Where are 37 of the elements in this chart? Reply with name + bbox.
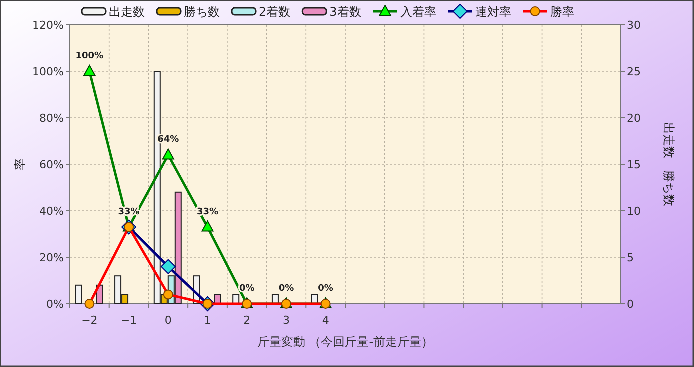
- data-label: 0%: [239, 284, 255, 294]
- y-tick-label: 0%: [46, 298, 64, 311]
- x-tick-label: 1: [204, 314, 212, 327]
- y-tick-label: 20%: [40, 252, 64, 264]
- y2-tick-label: 10: [627, 205, 641, 218]
- legend-label: 出走数: [109, 5, 145, 19]
- y-tick-label: 80%: [40, 112, 64, 125]
- y-tick-label: 40%: [40, 205, 64, 218]
- bar: [75, 284, 82, 304]
- legend-label: 勝ち数: [184, 5, 220, 19]
- y2-tick-label: 5: [627, 252, 634, 264]
- y2-tick-label: 15: [627, 158, 641, 172]
- x-tick-label: 2: [244, 314, 251, 327]
- legend-label: 入着率: [400, 5, 436, 19]
- point: [160, 259, 176, 274]
- legend-label: 2着数: [259, 5, 291, 19]
- y-tick-label: 100%: [32, 66, 64, 78]
- y2-axis-title: 出走数 勝ち数: [662, 122, 676, 206]
- x-tick-label: −2: [82, 314, 98, 327]
- y2-tick-label: 30: [627, 19, 641, 32]
- y-tick-label: 120%: [32, 19, 64, 32]
- x-axis-title: 斤量変動 （今回斤量-前走斤量）: [257, 335, 434, 349]
- y-tick-label: 60%: [40, 158, 64, 172]
- legend-label: 連対率: [475, 5, 512, 19]
- legend-label: 勝率: [550, 5, 574, 19]
- data-label: 0%: [318, 284, 334, 294]
- data-label: 100%: [76, 52, 104, 62]
- x-tick-label: 4: [322, 314, 330, 327]
- x-tick-label: −1: [120, 314, 138, 327]
- y2-tick-label: 0: [627, 298, 634, 311]
- legend-label: 3着数: [330, 5, 362, 19]
- x-tick-label: 0: [164, 314, 172, 327]
- y-axis-title: 率: [13, 158, 27, 170]
- x-tick-label: 3: [282, 314, 290, 327]
- y2-tick-label: 20: [627, 112, 641, 125]
- data-label: 0%: [278, 284, 294, 294]
- y2-tick-label: 25: [627, 66, 641, 78]
